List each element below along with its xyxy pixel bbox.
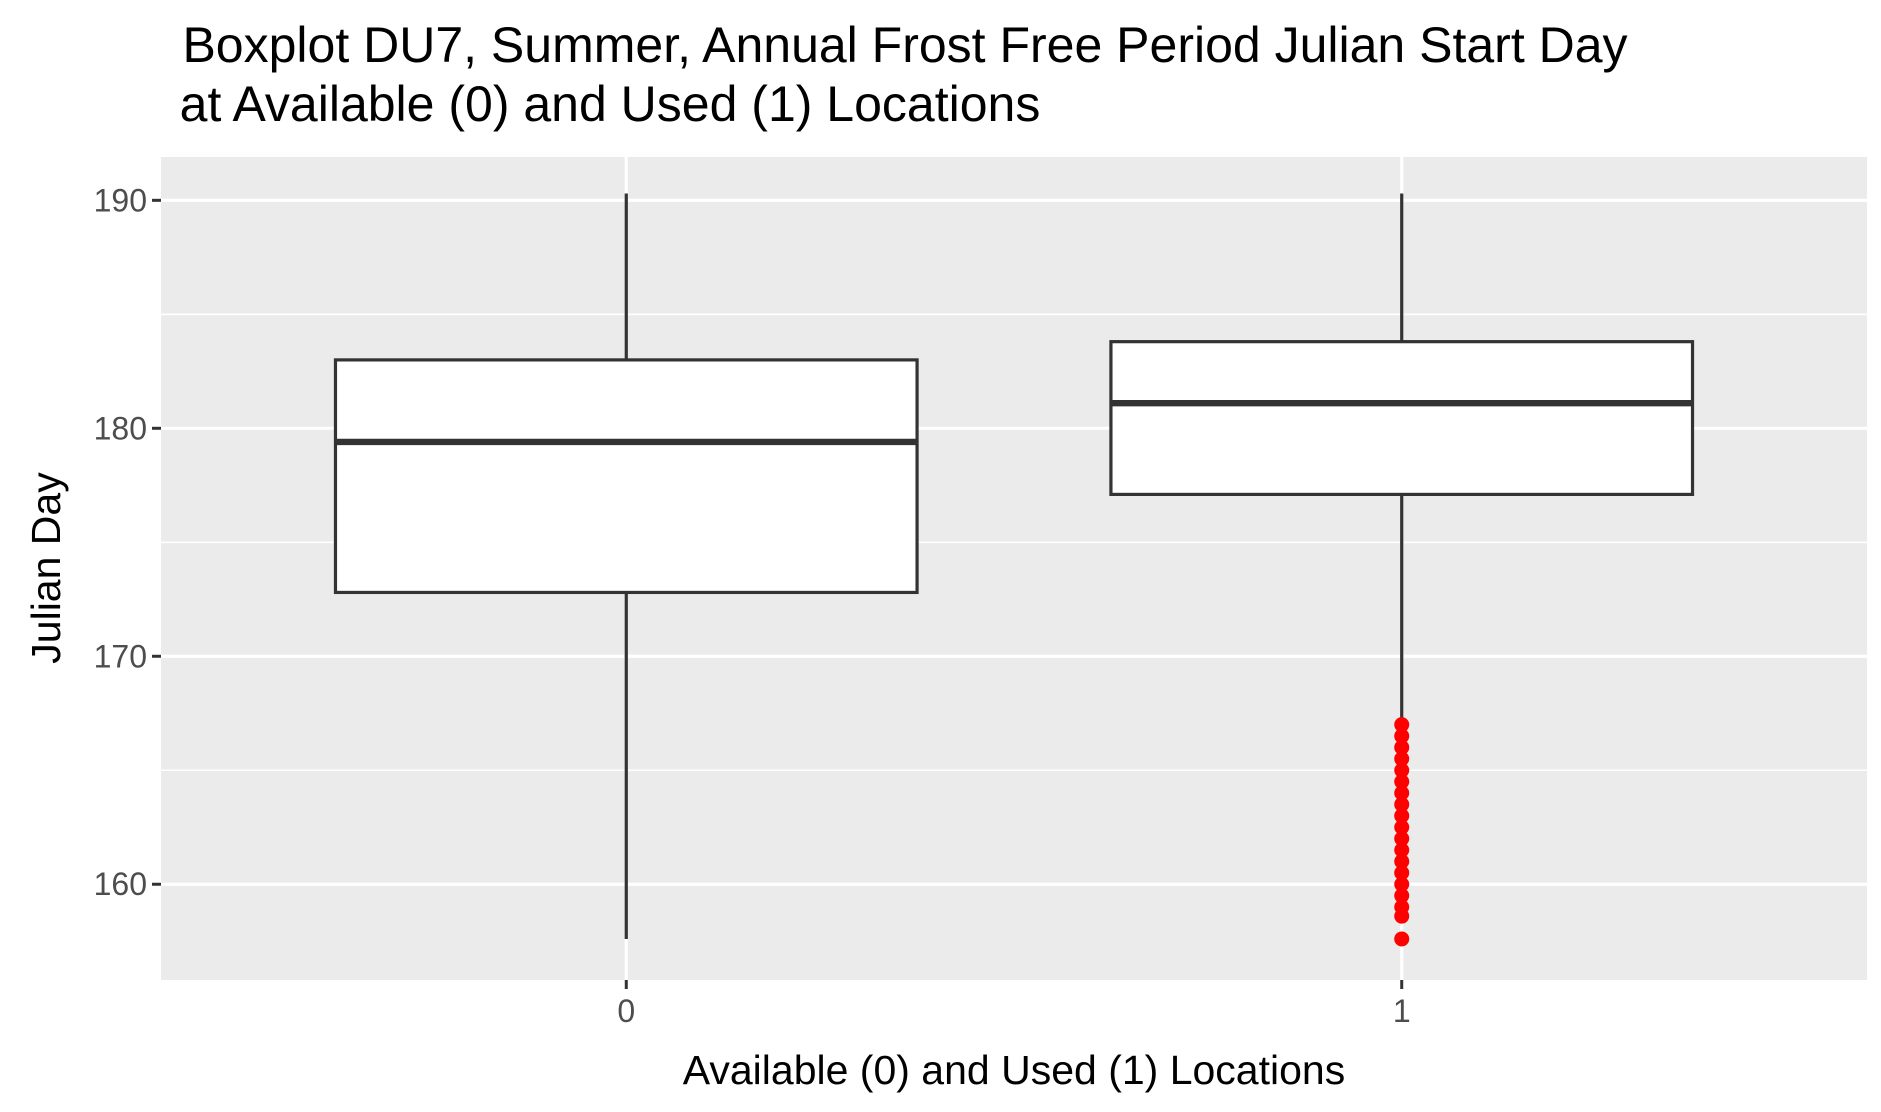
y-axis: 160 170 180 190 (94, 182, 161, 902)
outlier-point (1394, 728, 1410, 744)
outlier-point (1394, 842, 1410, 858)
y-tick-label: 160 (94, 866, 147, 902)
outlier-point (1394, 899, 1410, 915)
box-iqr (333, 358, 919, 595)
outlier-points (1394, 717, 1410, 947)
y-tick-label: 170 (94, 638, 147, 674)
chart-subtitle: at Available (0) and Used (1) Locations (180, 76, 1041, 132)
boxplot-series (333, 193, 1695, 939)
outlier-point (1394, 796, 1410, 812)
box-group-0 (333, 193, 919, 939)
outlier-point (1394, 762, 1410, 778)
outlier-point (1394, 853, 1410, 869)
outlier-point (1394, 751, 1410, 767)
outlier-point (1394, 876, 1410, 892)
x-tick-label: 0 (617, 993, 635, 1029)
y-tick-label: 180 (94, 410, 147, 446)
outlier-point (1394, 888, 1410, 904)
x-tick-label: 1 (1393, 993, 1411, 1029)
box-group-1 (1109, 193, 1695, 721)
y-tick-label: 190 (94, 182, 147, 218)
outlier-point (1394, 774, 1410, 790)
outlier-point (1394, 819, 1410, 835)
outlier-point (1394, 831, 1410, 847)
outlier-point (1394, 785, 1410, 801)
outlier-point (1394, 931, 1410, 947)
chart-title: Boxplot DU7, Summer, Annual Frost Free P… (182, 17, 1627, 73)
outlier-point (1394, 717, 1410, 733)
y-axis-title: Julian Day (23, 472, 69, 664)
outlier-point (1394, 739, 1410, 755)
x-axis-title: Available (0) and Used (1) Locations (683, 1047, 1345, 1093)
outlier-point (1394, 808, 1410, 824)
outlier-point (1394, 865, 1410, 881)
box-iqr (1109, 340, 1695, 497)
